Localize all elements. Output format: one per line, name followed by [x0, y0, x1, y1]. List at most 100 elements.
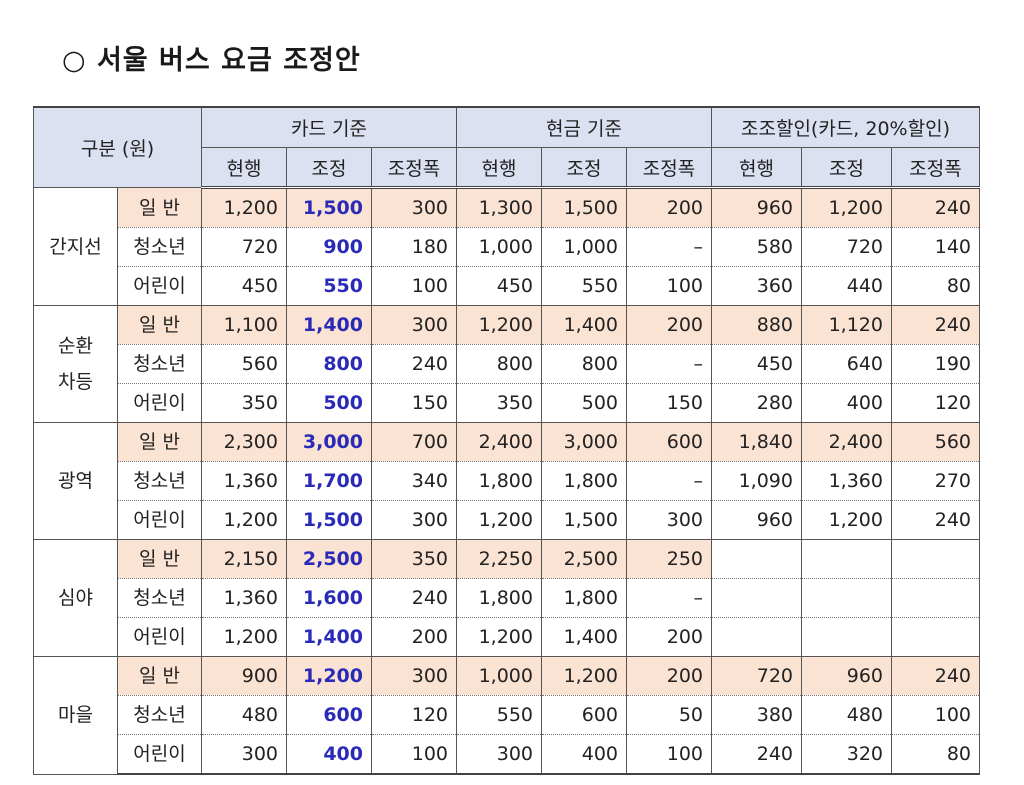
passenger-category-cell: 어린이: [117, 383, 202, 423]
fare-value-cell: 600: [626, 422, 712, 462]
fare-value-cell: 350: [201, 383, 287, 423]
fare-value-cell: 600: [541, 695, 627, 735]
fare-value-cell: 480: [801, 695, 892, 735]
fare-value-cell: 300: [371, 500, 457, 540]
fare-value-cell: 1,400: [541, 305, 627, 345]
fare-value-cell: 800: [456, 344, 542, 384]
fare-value-cell: 2,500: [286, 539, 372, 579]
fare-value-cell: 1,000: [456, 227, 542, 267]
fare-value-cell: 900: [201, 656, 287, 696]
subheader-cell: 조정폭: [371, 147, 457, 189]
fare-value-cell: 2,500: [541, 539, 627, 579]
fare-value-cell: 1,800: [456, 461, 542, 501]
fare-value-cell: 1,360: [201, 578, 287, 618]
fare-value-cell: 380: [711, 695, 802, 735]
fare-value-cell: 270: [891, 461, 980, 501]
fare-value-cell: 120: [891, 383, 980, 423]
fare-value-cell: [891, 617, 980, 657]
fare-value-cell: 2,400: [801, 422, 892, 462]
fare-value-cell: 300: [626, 500, 712, 540]
fare-value-cell: 150: [371, 383, 457, 423]
fare-value-cell: 340: [371, 461, 457, 501]
fare-value-cell: 240: [371, 578, 457, 618]
fare-value-cell: –: [626, 578, 712, 618]
fare-value-cell: 350: [371, 539, 457, 579]
fare-value-cell: 720: [201, 227, 287, 267]
fare-value-cell: 80: [891, 734, 980, 775]
fare-value-cell: 200: [626, 617, 712, 657]
passenger-category-cell: 어린이: [117, 500, 202, 540]
passenger-category-cell: 일 반: [117, 539, 202, 579]
fare-value-cell: 1,800: [541, 461, 627, 501]
fare-value-cell: 450: [201, 266, 287, 306]
passenger-category-cell: 청소년: [117, 227, 202, 267]
fare-value-cell: 1,360: [801, 461, 892, 501]
fare-value-cell: 1,000: [541, 227, 627, 267]
fare-value-cell: 2,400: [456, 422, 542, 462]
fare-value-cell: 550: [286, 266, 372, 306]
route-type-cell: 순환 차등: [33, 305, 118, 423]
fare-value-cell: 80: [891, 266, 980, 306]
bus-fare-table: 구분 (원) 카드 기준 현금 기준 조조할인(카드, 20%할인) 현행 조정…: [33, 106, 980, 775]
fare-value-cell: 200: [371, 617, 457, 657]
fare-value-cell: 300: [456, 734, 542, 775]
fare-value-cell: 800: [541, 344, 627, 384]
fare-value-cell: 2,150: [201, 539, 287, 579]
fare-value-cell: 1,200: [801, 500, 892, 540]
table-body: 간지선 일 반 1,200 1,500 300 1,300 1,500 200 960 1,200…: [33, 187, 980, 775]
fare-value-cell: 600: [286, 695, 372, 735]
fare-value-cell: 500: [286, 383, 372, 423]
fare-value-cell: 1,400: [286, 617, 372, 657]
fare-value-cell: 1,800: [541, 578, 627, 618]
fare-value-cell: 640: [801, 344, 892, 384]
fare-value-cell: 800: [286, 344, 372, 384]
passenger-category-cell: 청소년: [117, 344, 202, 384]
fare-value-cell: 120: [371, 695, 457, 735]
fare-value-cell: 550: [541, 266, 627, 306]
route-type-cell: 심야: [33, 539, 118, 657]
table-row: 마을 일 반 900 1,200 300 1,000 1,200 200 720 960 240: [33, 656, 980, 775]
fare-value-cell: 400: [801, 383, 892, 423]
fare-value-cell: 1,200: [456, 500, 542, 540]
table-row: 순환 차등 일 반 1,100 1,400 300 1,200 1,400 200 880 1,1…: [33, 305, 980, 423]
fare-value-cell: 1,000: [456, 656, 542, 696]
fare-value-cell: 200: [626, 656, 712, 696]
table-row: 청소년 1,360 1,700 340 1,800 1,800–1,090 1,360 270: [34, 461, 980, 501]
group-header-cash: 현금 기준: [456, 106, 712, 148]
fare-value-cell: 1,500: [541, 187, 627, 228]
subheader-cell: 현행: [201, 147, 287, 189]
header-corner: 구분 (원): [33, 106, 202, 188]
fare-value-cell: 1,400: [541, 617, 627, 657]
fare-value-cell: 560: [201, 344, 287, 384]
fare-value-cell: 2,300: [201, 422, 287, 462]
fare-value-cell: 100: [626, 734, 712, 775]
passenger-category-cell: 어린이: [117, 266, 202, 306]
passenger-category-cell: 일 반: [117, 656, 202, 696]
route-type-cell: 광역: [33, 422, 118, 540]
fare-value-cell: [891, 578, 980, 618]
fare-value-cell: 1,200: [286, 656, 372, 696]
passenger-category-cell: 일 반: [117, 422, 202, 462]
fare-value-cell: 240: [891, 305, 980, 345]
table-row: 청소년 720 900 180 1,000 1,000–580 720 140: [34, 227, 980, 267]
subheader-cell: 조정폭: [626, 147, 712, 189]
fare-value-cell: 480: [201, 695, 287, 735]
fare-value-cell: 700: [371, 422, 457, 462]
fare-value-cell: 240: [891, 656, 980, 696]
table-row: 어린이 450 550 100 450 550 100 360 440 80: [34, 266, 980, 306]
subheader-cell: 현행: [456, 147, 542, 189]
fare-value-cell: 240: [891, 500, 980, 540]
fare-value-cell: 1,500: [286, 500, 372, 540]
fare-value-cell: 2,250: [456, 539, 542, 579]
fare-value-cell: 300: [371, 187, 457, 228]
fare-value-cell: 280: [711, 383, 802, 423]
fare-value-cell: 250: [626, 539, 712, 579]
passenger-category-cell: 일 반: [117, 305, 202, 345]
fare-value-cell: 240: [891, 187, 980, 228]
fare-value-cell: 450: [711, 344, 802, 384]
fare-value-cell: [891, 539, 980, 579]
fare-value-cell: 1,800: [456, 578, 542, 618]
fare-value-cell: 350: [456, 383, 542, 423]
fare-value-cell: 100: [626, 266, 712, 306]
subheader-cell: 조정: [541, 147, 627, 189]
